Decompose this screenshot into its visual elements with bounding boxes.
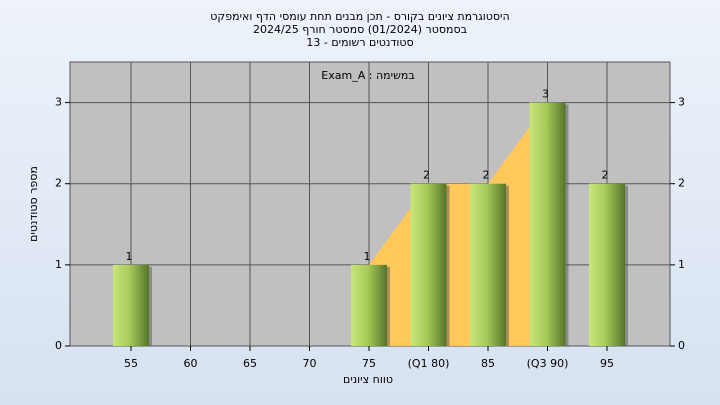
y2-tick-label: 0	[678, 339, 685, 352]
chart-title: היסטוגרמת ציונים בקורס - תכן מבנים תחת ע…	[210, 10, 509, 23]
y-tick-label: 0	[55, 339, 62, 352]
data-label: 2	[602, 169, 609, 182]
chart-subtitle: סטודנטים רשומים - 13	[306, 36, 413, 49]
bar	[351, 264, 387, 346]
chart-subtitle: בסמסטר (01/2024) סמסטר חורף 2024/25	[253, 23, 467, 36]
x-tick-label: 55	[124, 357, 138, 370]
y-tick-label: 2	[55, 177, 62, 190]
data-label: 3	[542, 88, 549, 101]
data-label: 2	[423, 169, 430, 182]
x-axis-label: טווח ציונים	[343, 373, 393, 386]
bar	[589, 183, 625, 346]
data-label: 2	[483, 169, 490, 182]
bar	[113, 264, 149, 346]
x-tick-label: 65	[243, 357, 257, 370]
x-tick-label: (Q3 90)	[527, 357, 569, 370]
y-axis-label: מספר סטודנטים	[27, 166, 40, 242]
y2-tick-label: 3	[678, 96, 685, 109]
data-label: 1	[126, 250, 133, 263]
x-tick-label: 95	[600, 357, 614, 370]
y2-tick-label: 1	[678, 258, 685, 271]
x-tick-label: (Q1 80)	[408, 357, 450, 370]
bar	[529, 102, 566, 346]
data-label: 1	[364, 250, 371, 263]
x-tick-label: 60	[184, 357, 198, 370]
y-tick-label: 1	[55, 258, 62, 271]
annotation: במשימה : Exam_A	[321, 69, 414, 82]
bar	[410, 183, 447, 346]
y-tick-label: 3	[55, 96, 62, 109]
y2-tick-label: 2	[678, 177, 685, 190]
x-tick-label: 85	[481, 357, 495, 370]
bar	[470, 183, 506, 346]
x-tick-label: 70	[303, 357, 317, 370]
x-tick-label: 75	[362, 357, 376, 370]
